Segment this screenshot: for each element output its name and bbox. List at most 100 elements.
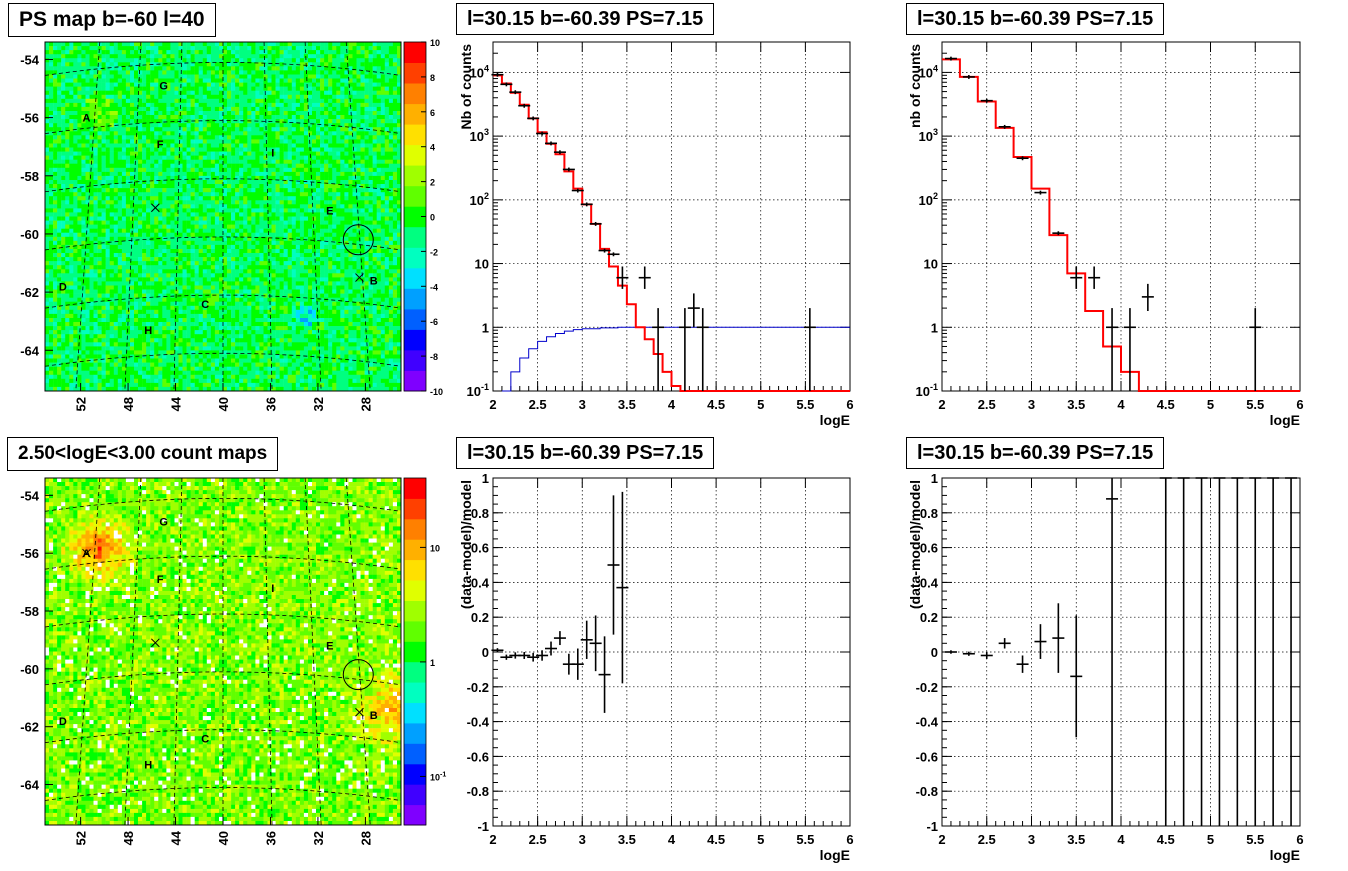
map-pixel bbox=[352, 147, 357, 152]
map-pixel bbox=[271, 82, 276, 87]
map-pixel bbox=[214, 119, 220, 124]
map-pixel bbox=[202, 196, 208, 201]
map-pixel bbox=[231, 143, 236, 148]
map-pixel bbox=[243, 139, 248, 144]
map-pixel bbox=[190, 159, 195, 165]
map-pixel bbox=[45, 127, 50, 132]
map-pixel bbox=[138, 90, 143, 96]
map-pixel bbox=[251, 184, 256, 189]
map-pixel bbox=[178, 46, 183, 51]
map-pixel bbox=[384, 261, 390, 266]
map-pixel bbox=[279, 240, 284, 246]
map-pixel bbox=[243, 106, 248, 112]
map-pixel bbox=[85, 50, 90, 55]
map-pixel bbox=[219, 82, 224, 87]
map-pixel bbox=[174, 224, 179, 229]
map-pixel bbox=[57, 102, 62, 108]
map-pixel bbox=[202, 58, 208, 63]
map-pixel bbox=[214, 180, 220, 185]
map-pixel bbox=[348, 42, 353, 47]
map-pixel bbox=[134, 143, 139, 148]
map-pixel bbox=[283, 257, 288, 262]
map-pixel bbox=[219, 147, 224, 152]
map-pixel bbox=[206, 54, 212, 59]
map-pixel bbox=[49, 94, 54, 100]
map-pixel bbox=[392, 200, 398, 205]
map-pixel bbox=[251, 204, 256, 209]
map-pixel bbox=[206, 98, 212, 104]
map-pixel bbox=[397, 175, 402, 181]
map-pixel bbox=[324, 184, 329, 189]
map-pixel bbox=[344, 58, 349, 63]
map-pixel bbox=[368, 78, 373, 83]
map-pixel bbox=[174, 58, 179, 63]
map-pixel bbox=[316, 244, 321, 250]
map-pixel bbox=[332, 244, 337, 250]
map-pixel bbox=[186, 167, 191, 173]
map-pixel bbox=[344, 257, 349, 262]
map-pixel bbox=[352, 175, 357, 181]
map-pixel bbox=[384, 90, 390, 96]
map-pixel bbox=[275, 74, 280, 79]
map-pixel bbox=[259, 216, 264, 221]
map-pixel bbox=[134, 261, 139, 266]
map-pixel bbox=[235, 163, 240, 169]
map-pixel bbox=[344, 123, 349, 128]
map-pixel bbox=[130, 171, 135, 177]
map-pixel bbox=[235, 115, 240, 120]
map-pixel bbox=[275, 131, 280, 136]
map-pixel bbox=[198, 82, 203, 87]
map-pixel bbox=[166, 62, 171, 67]
map-pixel bbox=[255, 240, 260, 246]
map-pixel bbox=[85, 147, 90, 152]
map-pixel bbox=[134, 257, 139, 262]
map-pixel bbox=[320, 204, 325, 209]
map-pixel bbox=[279, 269, 284, 274]
map-pixel bbox=[324, 175, 329, 181]
map-pixel bbox=[303, 175, 309, 181]
map-pixel bbox=[57, 232, 62, 238]
map-pixel bbox=[109, 119, 114, 124]
map-pixel bbox=[397, 261, 402, 266]
map-pixel bbox=[340, 208, 345, 213]
map-pixel bbox=[227, 106, 232, 112]
map-pixel bbox=[299, 58, 305, 63]
map-pixel bbox=[97, 253, 102, 258]
map-pixel bbox=[101, 54, 106, 59]
map-pixel bbox=[97, 257, 102, 262]
map-pixel bbox=[376, 175, 381, 181]
map-pixel bbox=[138, 58, 143, 63]
map-pixel bbox=[101, 175, 106, 181]
map-pixel bbox=[340, 94, 345, 100]
map-pixel bbox=[190, 151, 195, 156]
map-pixel bbox=[130, 200, 135, 205]
map-pixel bbox=[57, 42, 62, 47]
map-pixel bbox=[372, 212, 377, 217]
map-pixel bbox=[93, 228, 98, 234]
map-pixel bbox=[388, 98, 394, 104]
map-pixel bbox=[348, 200, 353, 205]
map-pixel bbox=[356, 192, 361, 197]
map-pixel bbox=[243, 236, 248, 242]
map-pixel bbox=[194, 269, 199, 274]
map-pixel bbox=[231, 66, 236, 71]
map-pixel bbox=[146, 228, 151, 234]
map-pixel bbox=[121, 212, 127, 217]
map-pixel bbox=[117, 46, 123, 51]
map-pixel bbox=[380, 232, 386, 238]
map-pixel bbox=[255, 78, 260, 83]
map-pixel bbox=[89, 155, 94, 160]
map-pixel bbox=[214, 171, 220, 177]
map-pixel bbox=[388, 82, 394, 87]
map-pixel bbox=[109, 74, 114, 79]
map-pixel bbox=[380, 212, 386, 217]
map-pixel bbox=[332, 175, 337, 181]
map-pixel bbox=[324, 249, 329, 254]
map-pixel bbox=[194, 188, 199, 193]
map-pixel bbox=[138, 46, 143, 51]
map-pixel bbox=[384, 265, 390, 270]
map-pixel bbox=[344, 54, 349, 59]
map-pixel bbox=[388, 106, 394, 112]
map-pixel bbox=[356, 54, 361, 59]
map-pixel bbox=[101, 82, 106, 87]
